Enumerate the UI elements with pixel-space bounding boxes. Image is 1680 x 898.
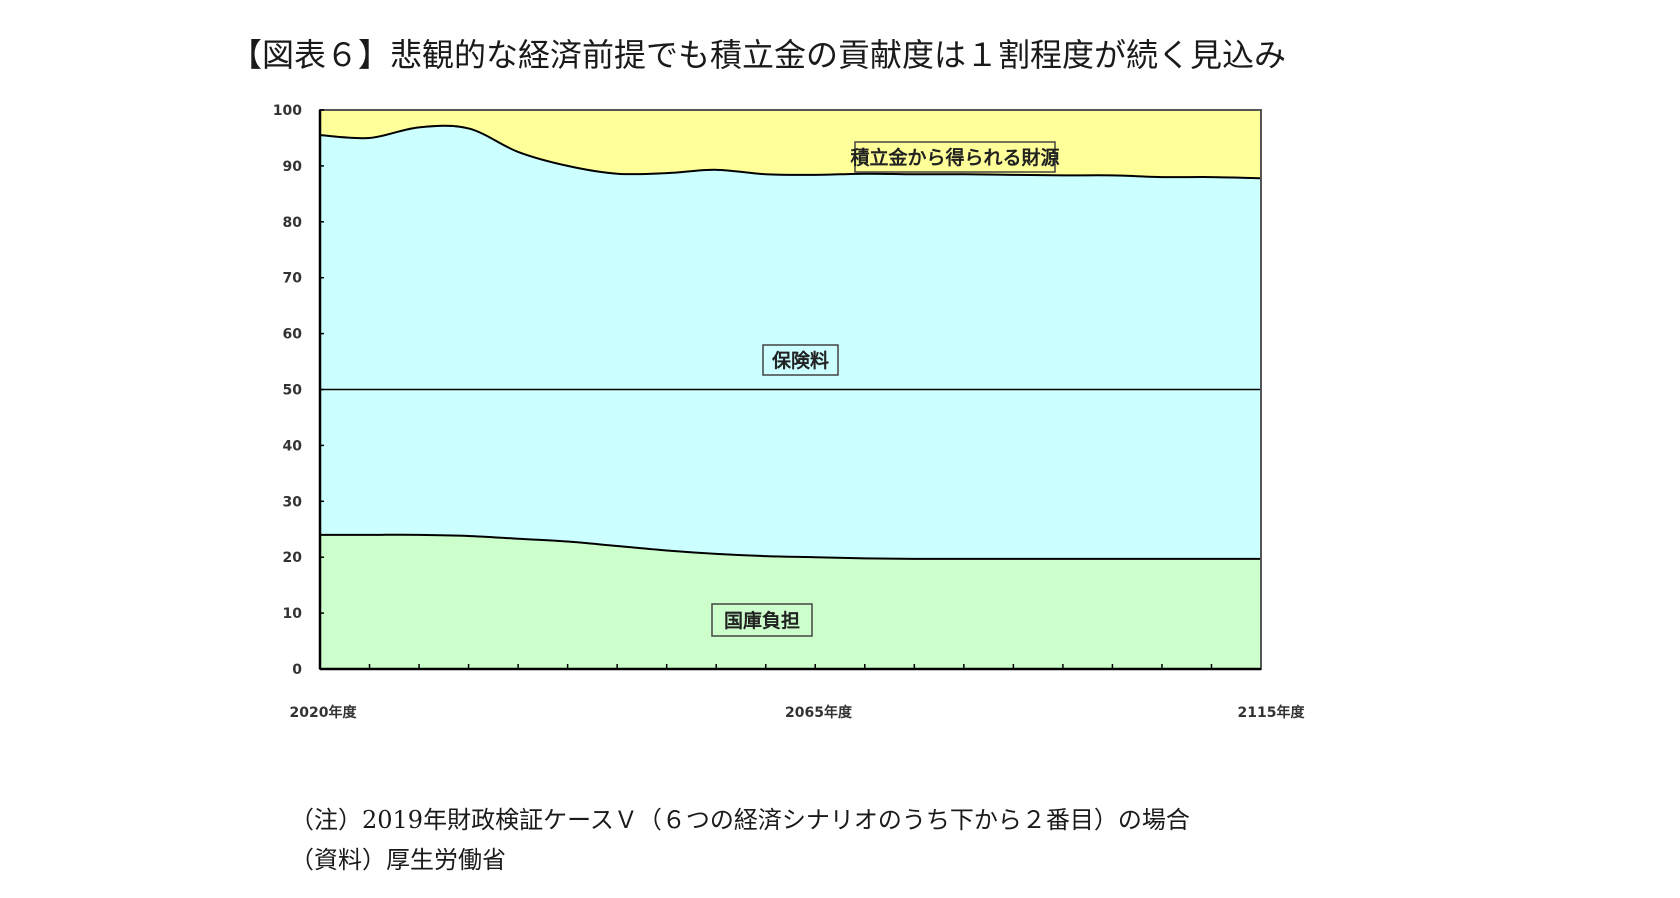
label-reserve-fund: 積立金から得られる財源	[850, 146, 1059, 169]
x-tick-label: 2115年度	[1238, 704, 1306, 721]
y-axis: 0 10 20 30 40 50 60 70 80 90 100	[273, 103, 324, 678]
y-tick-label: 20	[283, 550, 303, 566]
y-tick-label: 30	[283, 494, 303, 510]
plot-area	[318, 109, 1262, 671]
y-tick-label: 60	[283, 327, 303, 343]
y-tick-label: 10	[283, 606, 303, 622]
y-tick-label: 100	[273, 103, 302, 119]
y-tick-label: 40	[283, 438, 303, 454]
label-premiums-box	[762, 344, 839, 376]
chart-source: （資料）厚生労働省	[290, 846, 506, 874]
y-tick-label: 0	[292, 662, 302, 678]
area-premiums	[320, 125, 1261, 669]
chart-title: 【図表６】悲観的な経済前提でも積立金の貢献度は１割程度が続く見込み	[230, 36, 1287, 74]
label-reserve-fund-box	[854, 141, 1056, 173]
area-national-treasury	[320, 534, 1261, 669]
line-premiums-top	[319, 124, 1262, 180]
y-tick-label: 90	[283, 159, 303, 175]
label-national-treasury-box	[711, 603, 813, 637]
line-treasury-top	[319, 533, 1261, 560]
stacked-area-chart: 0 10 20 30 40 50 60 70 80 90 100 2020年度 2065年度 2115年…	[273, 103, 1306, 721]
label-national-treasury: 国庫負担	[724, 609, 800, 632]
x-axis: 2020年度 2065年度 2115年度	[290, 664, 1306, 721]
label-premiums: 保険料	[771, 349, 829, 372]
y-tick-label: 70	[283, 271, 303, 287]
x-tick-label: 2065年度	[785, 704, 853, 721]
chart-note: （注）2019年財政検証ケースＶ（６つの経済シナリオのうち下から２番目）の場合	[290, 806, 1190, 834]
y-tick-label: 80	[283, 215, 303, 231]
x-tick-label: 2020年度	[290, 704, 358, 721]
y-tick-label: 50	[283, 383, 303, 399]
